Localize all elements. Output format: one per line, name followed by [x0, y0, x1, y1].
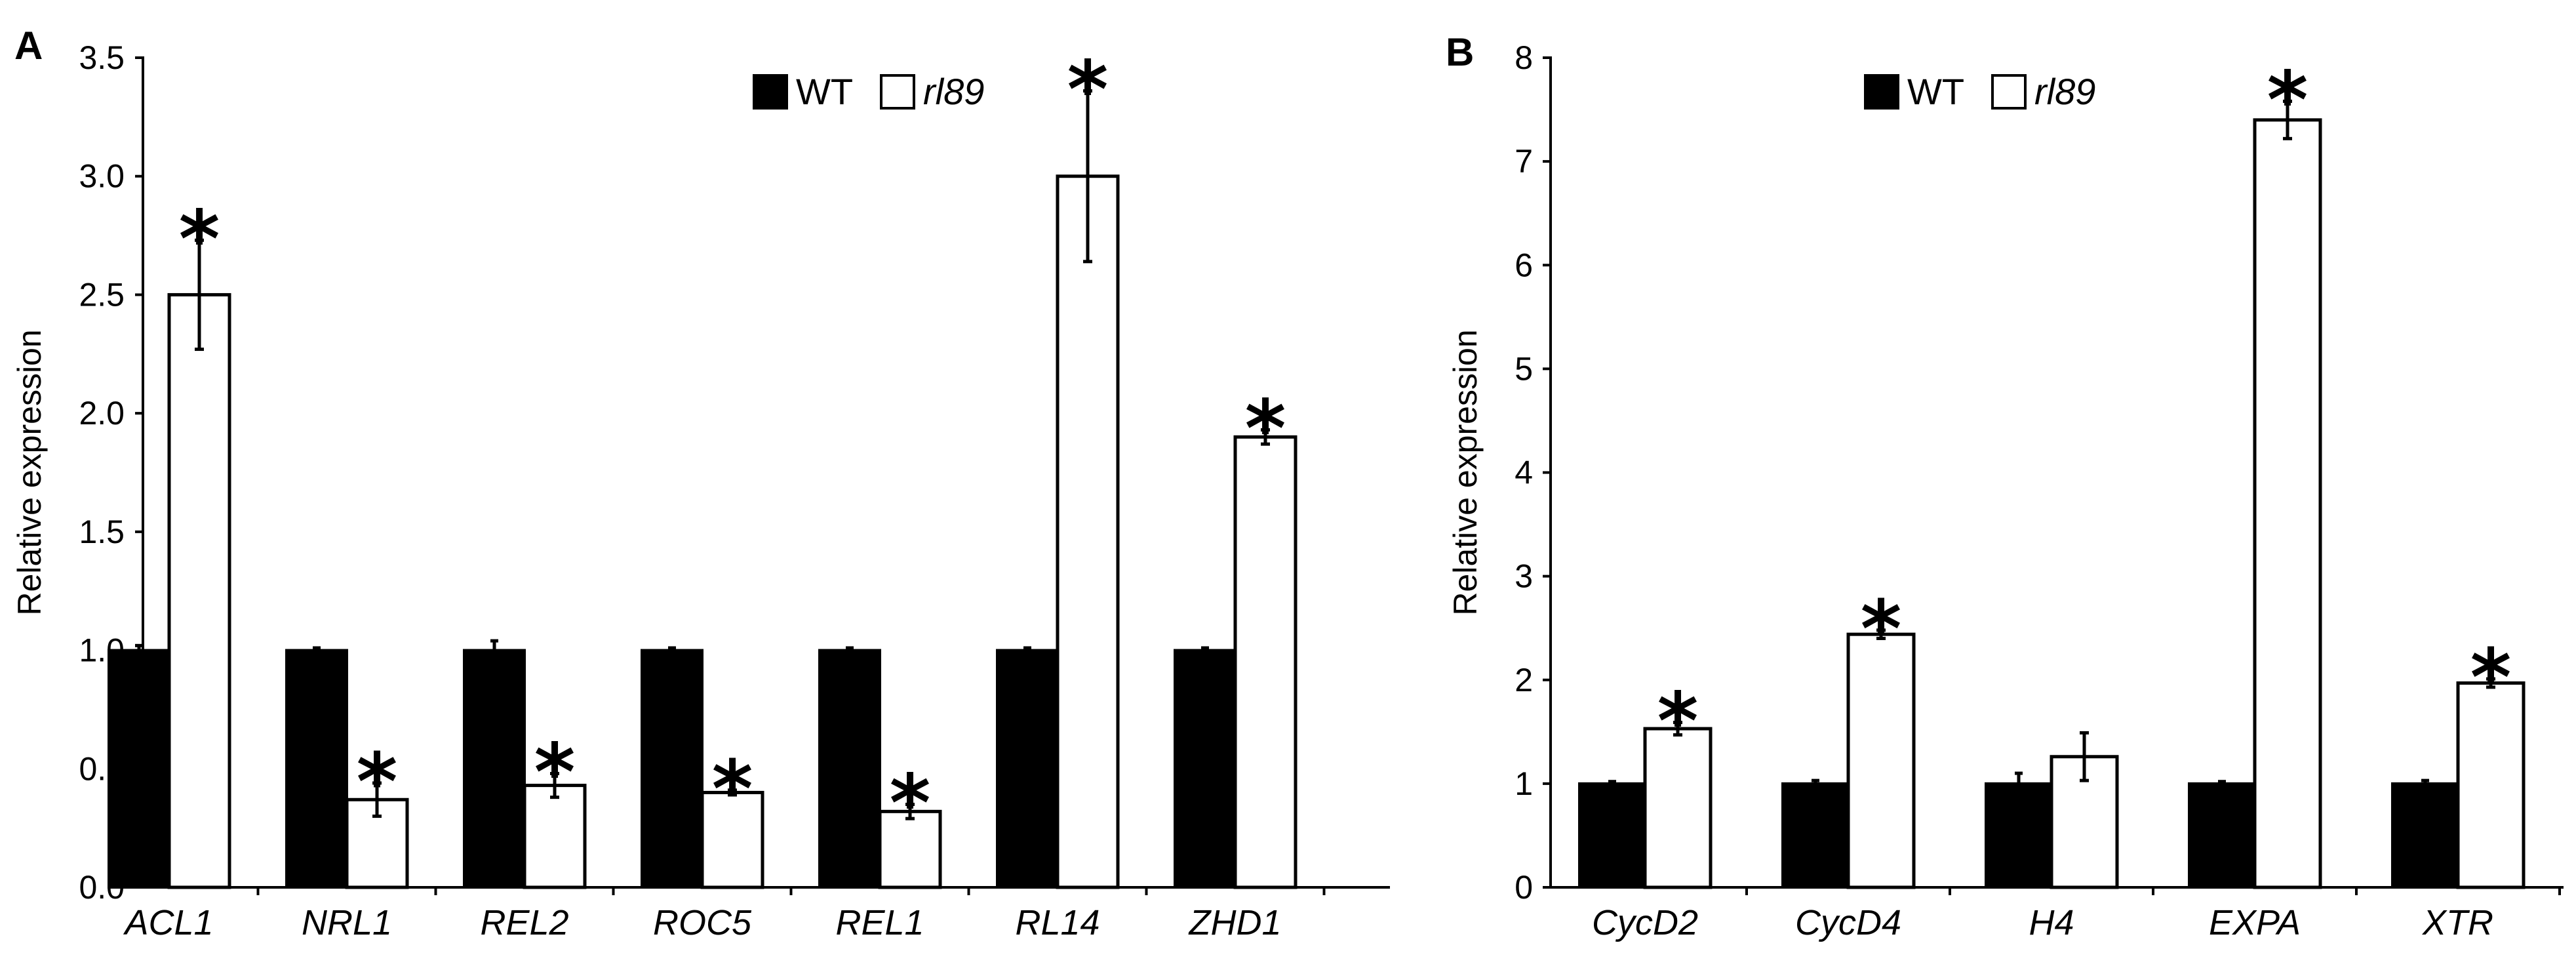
- panel-a-significance-star: *: [357, 737, 398, 828]
- panel-a-category-label-nrl1: NRL1: [302, 903, 392, 942]
- panel-a-significance-star: *: [179, 194, 220, 285]
- panel-a-category-label-rel2: REL2: [480, 903, 568, 942]
- panel-b-y-tick-label: 1: [1515, 765, 1533, 802]
- panel-a-significance-star: *: [890, 759, 931, 850]
- panel-b-significance-star: *: [2470, 633, 2512, 724]
- panel-a-significance-star: *: [534, 728, 576, 819]
- panel-a-bar-wt-roc5: [641, 649, 703, 889]
- panel-a-significance-star: *: [1245, 384, 1286, 475]
- panel-a-bar-wt-rel1: [818, 649, 881, 889]
- panel-a-legend-swatch-wt: [753, 74, 788, 110]
- panel-b-bar-wt-xtr: [2391, 782, 2459, 889]
- panel-b-category-label-cycd4: CycD4: [1795, 903, 1901, 942]
- panel-b-bar-wt-h4: [1985, 782, 2053, 889]
- panel-b-y-tick-label: 8: [1515, 39, 1533, 76]
- panel-b-legend-label-wt: WT: [1907, 71, 1964, 112]
- panel-b-bar-rl89-cycd2: [1643, 727, 1713, 889]
- panel-b-legend-label-rl89: rl89: [2034, 71, 2095, 112]
- panel-b-bar-wt-cycd2: [1578, 782, 1646, 889]
- panel-b-category-label-expa: EXPA: [2209, 903, 2301, 942]
- panel-a-letter: A: [14, 24, 43, 68]
- panel-a-legend-label-rl89: rl89: [923, 71, 984, 112]
- panel-a-bar-rl89-acl1: [167, 292, 231, 889]
- panel-b-significance-star: *: [2267, 55, 2308, 146]
- panel-b-y-tick-label: 4: [1515, 454, 1533, 491]
- panel-b-category-label-xtr: XTR: [2421, 903, 2493, 942]
- panel-a-y-tick-label: 2.5: [79, 276, 125, 313]
- panel-a-bar-wt-rel2: [463, 649, 526, 889]
- panel-b-significance-star: *: [1657, 677, 1699, 768]
- panel-b-y-tick-label: 0: [1515, 869, 1533, 906]
- panel-a-bar-wt-rl14: [996, 649, 1059, 889]
- panel-b-category-label-h4: H4: [2029, 903, 2074, 942]
- panel-b-legend-swatch-rl89: [1991, 74, 2027, 110]
- panel-a-y-tick-label: 3.5: [79, 39, 125, 76]
- panel-a-y-tick-label: 1.5: [79, 514, 125, 550]
- panel-a-legend-label-wt: WT: [796, 71, 853, 112]
- panel-b-y-axis-label: Relative expression: [1447, 329, 1484, 615]
- panel-a-category-label-zhd1: ZHD1: [1187, 903, 1281, 942]
- panel-b-legend-swatch-wt: [1864, 74, 1899, 110]
- panel-b-y-tick-label: 2: [1515, 662, 1533, 698]
- panel-a-bar-rl89-nrl1: [345, 797, 409, 889]
- panel-a-category-label-roc5: ROC5: [653, 903, 752, 942]
- panel-b-bar-wt-cycd4: [1781, 782, 1850, 889]
- panel-a-category-label-rl14: RL14: [1015, 903, 1100, 942]
- panel-b-bar-wt-expa: [2188, 782, 2256, 889]
- panel-a-legend-swatch-rl89: [880, 74, 915, 110]
- panel-b-y-tick-label: 5: [1515, 350, 1533, 387]
- panel-a-significance-star: *: [1067, 45, 1109, 136]
- panel-b-y-tick-label: 3: [1515, 558, 1533, 595]
- panel-a-category-label-acl1: ACL1: [123, 903, 213, 942]
- panel-b-bar-rl89-expa: [2253, 118, 2322, 889]
- panel-a-bar-rl89-zhd1: [1233, 435, 1298, 889]
- panel-b-significance-star: *: [1861, 584, 1902, 676]
- panel-b-category-label-cycd2: CycD2: [1592, 903, 1698, 942]
- panel-b-bar-rl89-xtr: [2456, 681, 2526, 889]
- panel-a-y-axis-label: Relative expression: [11, 329, 48, 615]
- panel-a-y-tick-label: 2.0: [79, 395, 125, 432]
- chart-panel-b: B Relative expression 0 1 2 3 4 5 6 7 8 * CycD2 * CycD…: [1446, 30, 2564, 942]
- panel-a-bar-wt-acl1: [108, 649, 170, 889]
- panel-a-bar-rl89-rel2: [523, 784, 587, 889]
- panel-a-bar-rl89-rl14: [1056, 174, 1120, 889]
- panel-a-bar-wt-nrl1: [285, 649, 348, 889]
- panel-b-y-tick-label: 6: [1515, 247, 1533, 283]
- panel-a-y-tick-label: 3.0: [79, 158, 125, 195]
- panel-b-letter: B: [1446, 30, 1474, 74]
- panel-a-category-label-rel1: REL1: [835, 903, 924, 942]
- panel-a-significance-star: *: [712, 744, 753, 836]
- panel-b-y-tick-label: 7: [1515, 143, 1533, 180]
- panel-a-bar-wt-zhd1: [1174, 649, 1237, 889]
